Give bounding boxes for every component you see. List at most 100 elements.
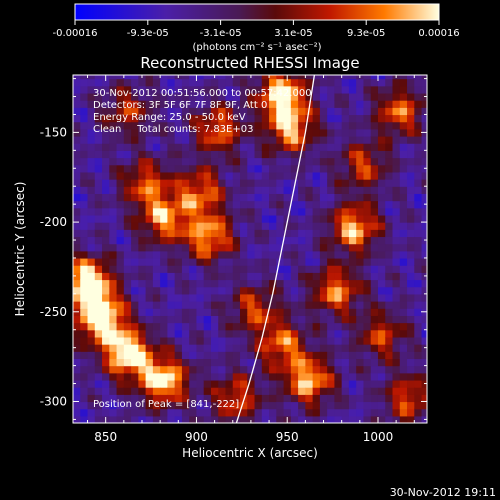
heatmap-cell (232, 372, 241, 381)
heatmap-cell (276, 351, 285, 360)
heatmap-cell (196, 171, 205, 180)
heatmap-cell (399, 250, 408, 259)
heatmap-cell (123, 143, 132, 151)
heatmap-cell (181, 143, 190, 151)
heatmap-cell (334, 336, 343, 345)
heatmap-cell (240, 336, 248, 345)
heatmap-cell (123, 408, 132, 417)
heatmap-cell (240, 293, 248, 302)
heatmap-cell (290, 379, 299, 388)
heatmap-cell (210, 107, 219, 116)
heatmap-cell (94, 408, 103, 417)
heatmap-cell (247, 365, 256, 374)
heatmap-cell (421, 78, 427, 87)
x-tick-label: 900 (185, 430, 208, 444)
heatmap-cell (181, 344, 190, 352)
heatmap-cell (421, 286, 427, 295)
heatmap-cell (334, 387, 343, 395)
heatmap-cell (203, 250, 212, 259)
heatmap-cell (196, 179, 205, 187)
heatmap-cell (348, 336, 357, 345)
heatmap-cell (407, 394, 415, 403)
heatmap-cell (160, 150, 168, 159)
heatmap-cell (290, 329, 299, 338)
heatmap-cell (116, 272, 125, 281)
heatmap-cell (232, 265, 241, 273)
heatmap-cell (298, 75, 306, 80)
heatmap-cell (421, 193, 427, 202)
heatmap-cell (392, 107, 401, 116)
heatmap-cell (102, 114, 110, 123)
heatmap-cell (196, 121, 205, 130)
heatmap-cell (210, 186, 219, 194)
footer-timestamp: 30-Nov-2012 19:11 (390, 486, 496, 499)
heatmap-cell (138, 236, 147, 245)
heatmap-cell (240, 315, 248, 324)
heatmap-cell (377, 128, 386, 137)
heatmap-cell (247, 408, 256, 417)
heatmap-cell (356, 214, 365, 223)
heatmap-cell (305, 257, 314, 266)
heatmap-cell (363, 179, 372, 187)
heatmap-cell (392, 322, 401, 331)
heatmap-cell (407, 107, 415, 116)
heatmap-cell (319, 121, 328, 130)
heatmap-cell (312, 214, 321, 223)
heatmap-cell (392, 372, 401, 381)
heatmap-cell (377, 222, 386, 230)
heatmap-cell (312, 372, 321, 381)
heatmap-cell (254, 293, 263, 302)
heatmap-cell (80, 114, 89, 123)
heatmap-cell (145, 179, 154, 187)
heatmap-cell (138, 179, 147, 187)
heatmap-cell (116, 322, 125, 331)
heatmap-cell (152, 250, 161, 259)
heatmap-cell (385, 214, 394, 223)
heatmap-cell (254, 207, 263, 216)
heatmap-cell (116, 207, 125, 216)
heatmap-cell (174, 143, 183, 151)
heatmap-cell (385, 179, 394, 187)
heatmap-cell (377, 157, 386, 166)
heatmap-cell (232, 408, 241, 417)
heatmap-cell (261, 250, 270, 259)
heatmap-cell (87, 107, 96, 116)
heatmap-cell (298, 415, 306, 423)
heatmap-cell (123, 150, 132, 159)
heatmap-cell (131, 121, 139, 130)
heatmap-cell (276, 365, 285, 374)
heatmap-cell (319, 200, 328, 209)
heatmap-cell (174, 365, 183, 374)
heatmap-cell (414, 279, 423, 288)
heatmap-cell (399, 265, 408, 273)
heatmap-cell (356, 315, 365, 324)
heatmap-cell (247, 107, 256, 116)
heatmap-cell (377, 150, 386, 159)
heatmap-cell (312, 78, 321, 87)
heatmap-cell (203, 293, 212, 302)
heatmap-cell (407, 401, 415, 410)
heatmap-cell (392, 279, 401, 288)
heatmap-cell (327, 293, 336, 302)
heatmap-cell (327, 78, 336, 87)
heatmap-cell (94, 401, 103, 410)
heatmap-cell (312, 100, 321, 108)
heatmap-cell (232, 257, 241, 266)
heatmap-cell (356, 293, 365, 302)
colorbar-tick-label: 0.00016 (418, 28, 459, 39)
heatmap-cell (261, 75, 270, 80)
heatmap-cell (73, 265, 81, 273)
heatmap-cell (370, 365, 379, 374)
heatmap-cell (319, 236, 328, 245)
heatmap-cell (334, 207, 343, 216)
heatmap-cell (102, 200, 110, 209)
heatmap-cell (348, 92, 357, 101)
heatmap-cell (341, 121, 350, 130)
heatmap-cell (327, 257, 336, 266)
heatmap-cell (131, 186, 139, 194)
heatmap-cell (392, 329, 401, 338)
heatmap-cell (167, 229, 176, 238)
heatmap-cell (181, 329, 190, 338)
heatmap-cell (189, 193, 198, 202)
heatmap-cell (203, 344, 212, 352)
